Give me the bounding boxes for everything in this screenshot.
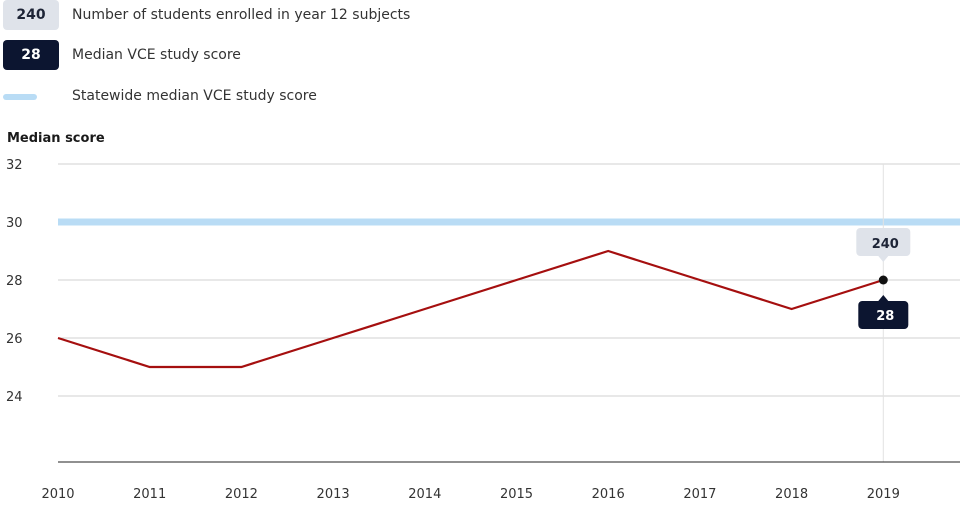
- x-tick-label: 2016: [592, 487, 625, 502]
- x-tick-label: 2011: [133, 487, 166, 502]
- y-tick-label: 24: [6, 390, 23, 405]
- x-tick-label: 2013: [317, 487, 350, 502]
- tooltip-enrolled-box: [856, 228, 911, 262]
- tooltip-median-value: 28: [876, 309, 894, 324]
- y-tick-label: 26: [6, 332, 23, 347]
- statewide-label: Statewide median VCE study score: [72, 88, 317, 104]
- legend-statewide[interactable]: Statewide median VCE study score: [3, 81, 317, 111]
- legend-enrolled[interactable]: 240 Number of students enrolled in year …: [3, 0, 410, 30]
- x-tick-label: 2017: [683, 487, 716, 502]
- median-badge: 28: [3, 40, 59, 70]
- median-label: Median VCE study score: [72, 47, 241, 63]
- enrolled-badge: 240: [3, 0, 59, 30]
- x-tick-label: 2014: [408, 487, 441, 502]
- y-tick-label: 32: [6, 158, 23, 173]
- enrolled-label: Number of students enrolled in year 12 s…: [72, 7, 411, 23]
- hover-point: [878, 275, 888, 285]
- x-tick-label: 2018: [775, 487, 808, 502]
- y-tick-label: 30: [6, 216, 23, 231]
- tooltip-median-box: [858, 295, 909, 329]
- x-tick-label: 2012: [225, 487, 258, 502]
- x-tick-label: 2015: [500, 487, 533, 502]
- x-tick-label: 2010: [41, 487, 74, 502]
- tooltip-enrolled-value: 240: [872, 237, 899, 252]
- x-tick-label: 2019: [867, 487, 900, 502]
- legend-median[interactable]: 28 Median VCE study score: [3, 40, 241, 70]
- series-line-median: [57, 249, 884, 369]
- statewide-line-swatch: [3, 93, 37, 100]
- y-axis-title: Median score: [7, 131, 105, 146]
- y-tick-label: 28: [6, 274, 23, 289]
